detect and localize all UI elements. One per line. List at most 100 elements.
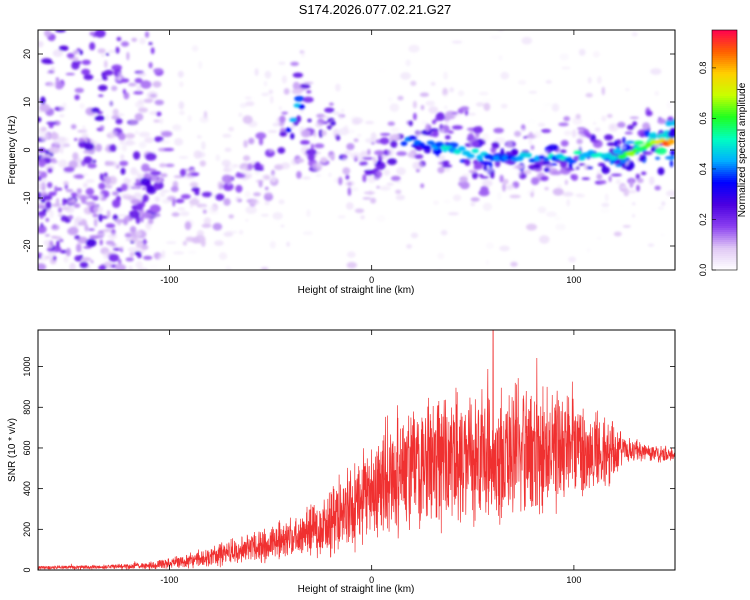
spectrogram-cell bbox=[159, 190, 166, 198]
spectrogram-cell bbox=[318, 129, 324, 138]
spectrogram-cell bbox=[112, 273, 118, 275]
colorbar-cell bbox=[712, 228, 737, 231]
spectrogram-cell bbox=[390, 175, 401, 181]
spectrogram-cell bbox=[486, 297, 493, 300]
spectrogram-cell bbox=[122, 88, 126, 95]
spectrogram-cell bbox=[301, 129, 311, 138]
spectrogram-cell bbox=[118, 71, 122, 81]
spectrogram-cell bbox=[376, 160, 382, 165]
spectrogram-cell bbox=[425, 100, 436, 107]
spectrogram-cell bbox=[563, 116, 571, 122]
spectrogram-cell bbox=[657, 167, 665, 176]
spectrogram-cell bbox=[40, 126, 47, 132]
spectrogram-cell bbox=[264, 186, 269, 191]
spectrogram-cell bbox=[128, 82, 137, 87]
spectrogram-cell bbox=[597, 75, 602, 84]
colorbar-cell bbox=[712, 70, 737, 73]
spectrogram-cell bbox=[116, 36, 122, 42]
spectrogram-cell bbox=[80, 280, 85, 284]
spectrogram-cell bbox=[149, 264, 158, 268]
spectrogram-cell bbox=[302, 176, 311, 180]
colorbar-tick-label: 0.6 bbox=[698, 112, 708, 125]
spectrogram-cell bbox=[40, 198, 46, 204]
spectrogram-cell bbox=[63, 102, 67, 108]
spectrogram-cell bbox=[459, 181, 470, 190]
colorbar-cell bbox=[712, 132, 737, 135]
spectrogram-cell bbox=[71, 61, 80, 70]
spectrogram-cell bbox=[78, 137, 84, 143]
spectrogram-cell bbox=[77, 236, 88, 244]
spectrogram-cell bbox=[67, 227, 78, 236]
spectrogram-cell bbox=[590, 139, 600, 143]
colorbar-cell bbox=[712, 190, 737, 193]
spectrogram-cell bbox=[108, 130, 118, 139]
spectrogram-cell bbox=[52, 49, 63, 57]
colorbar-cell bbox=[712, 256, 737, 259]
spectrogram-cell bbox=[99, 193, 104, 200]
spectrogram-y-tick-label: -10 bbox=[22, 191, 32, 204]
spectrogram-cell bbox=[187, 115, 192, 122]
spectrogram-cell bbox=[153, 119, 161, 123]
spectrogram-cell bbox=[520, 128, 525, 136]
spectrogram-cell bbox=[83, 182, 88, 188]
spectrogram-cell bbox=[636, 184, 640, 192]
spectrogram-cell bbox=[243, 140, 248, 148]
spectrogram-cell bbox=[198, 61, 203, 69]
spectrogram-cell bbox=[98, 265, 107, 270]
colorbar-cell bbox=[712, 60, 737, 63]
spectrogram-cell bbox=[132, 177, 142, 180]
spectrogram-cell bbox=[261, 92, 270, 97]
spectrogram-cell bbox=[254, 171, 261, 175]
spectrogram-cell bbox=[296, 158, 304, 163]
spectrogram-cell bbox=[134, 101, 145, 108]
spectrogram-cell bbox=[38, 255, 42, 259]
spectrogram-cell bbox=[81, 68, 91, 76]
spectrogram-cell bbox=[48, 146, 60, 154]
spectrogram-cell bbox=[650, 68, 662, 75]
spectrogram-cell bbox=[485, 242, 495, 250]
spectrogram-cell bbox=[441, 164, 453, 168]
spectrogram-cell bbox=[70, 192, 78, 198]
spectrogram-x-ticks: -100 0 100 bbox=[160, 30, 581, 285]
spectrogram-cell bbox=[55, 77, 60, 81]
spectrogram-cell bbox=[171, 212, 180, 217]
spectrogram-cell bbox=[264, 70, 272, 79]
spectrogram-cell bbox=[154, 196, 160, 203]
spectrogram-cell bbox=[376, 214, 386, 223]
spectrogram-cell bbox=[523, 136, 528, 139]
spectrogram-cell bbox=[202, 209, 207, 214]
spectrogram-cell bbox=[526, 117, 537, 125]
colorbar-cell bbox=[712, 48, 737, 51]
spectrogram-cell bbox=[362, 174, 367, 183]
spectrogram-cell bbox=[485, 259, 490, 266]
spectrogram-cell bbox=[127, 247, 139, 252]
spectrogram-cell bbox=[672, 119, 675, 127]
spectrogram-cell bbox=[105, 114, 109, 121]
spectrogram-cell bbox=[339, 114, 343, 120]
spectrogram-cell bbox=[306, 90, 312, 94]
spectrogram-cell bbox=[74, 138, 78, 141]
spectrogram-cell bbox=[99, 125, 105, 130]
spectrogram-cell bbox=[545, 164, 553, 168]
spectrogram-cell bbox=[112, 214, 119, 221]
spectrogram-cell bbox=[260, 267, 269, 270]
spectrogram-cell bbox=[642, 151, 653, 156]
spectrogram-cell bbox=[365, 171, 374, 176]
spectrogram-cell bbox=[593, 122, 597, 125]
spectrogram-cell bbox=[510, 261, 518, 267]
spectrogram-cell bbox=[633, 140, 645, 145]
spectrogram-cell bbox=[62, 198, 67, 204]
spectrogram-cell bbox=[58, 159, 68, 168]
spectrogram-cell bbox=[528, 91, 538, 94]
spectrogram-cell bbox=[149, 168, 157, 172]
spectrogram-cell bbox=[641, 171, 647, 176]
spectrogram-cell bbox=[100, 215, 109, 219]
spectrogram-cell bbox=[125, 257, 134, 262]
spectrogram-cell bbox=[523, 169, 532, 175]
spectrogram-cell bbox=[516, 169, 522, 176]
colorbar-cell bbox=[712, 92, 737, 95]
spectrogram-cell bbox=[506, 151, 510, 156]
spectrogram-cell bbox=[654, 91, 659, 96]
spectrogram-cell bbox=[222, 182, 234, 191]
spectrogram-cell bbox=[76, 188, 82, 194]
